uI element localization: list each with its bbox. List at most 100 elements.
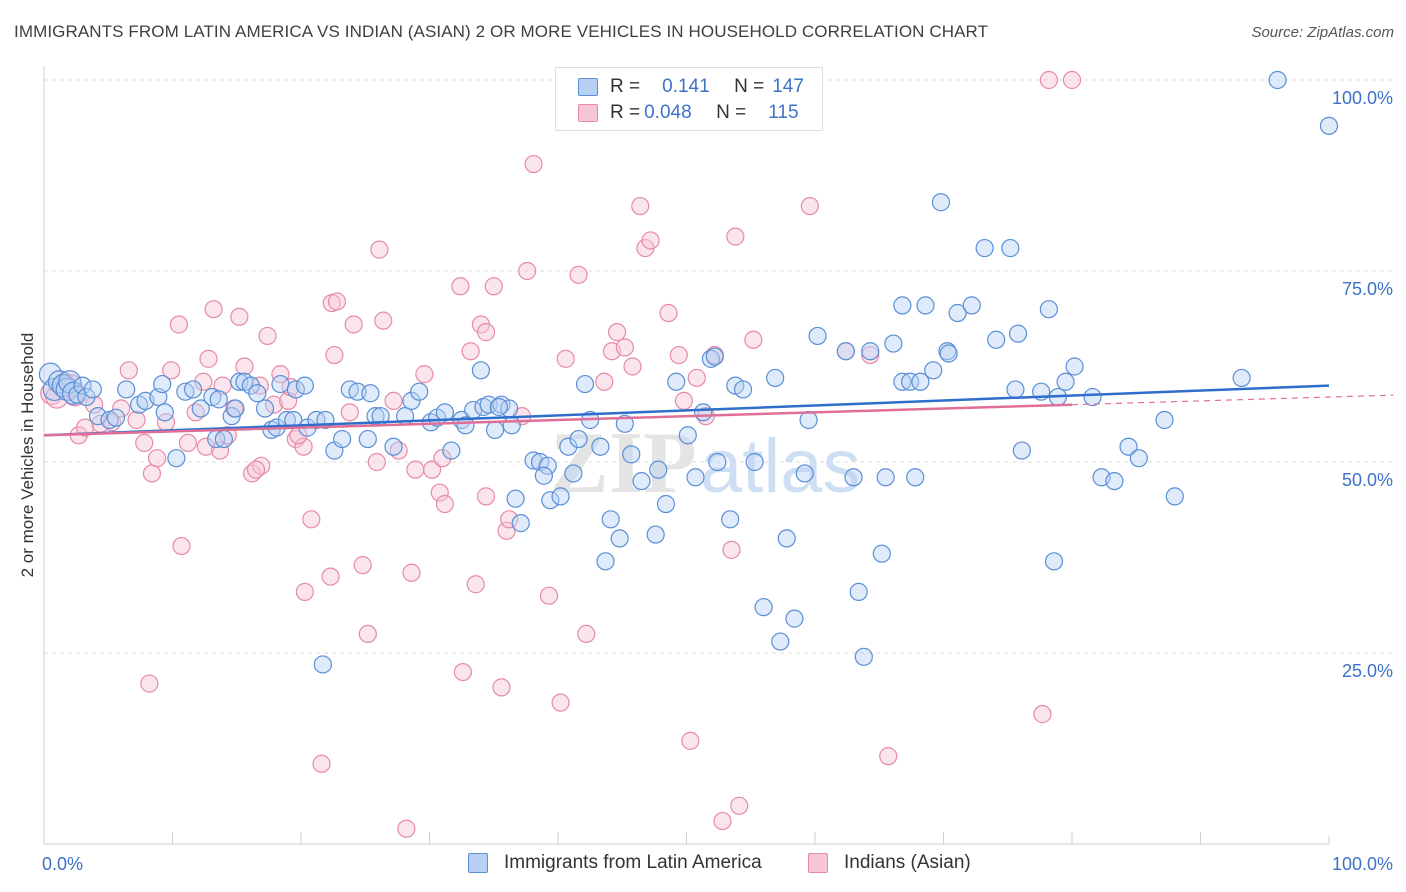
legend-n-value-blue: 147	[772, 76, 804, 97]
data-point-latin-america	[745, 452, 764, 472]
data-point-latin-america	[471, 361, 490, 380]
data-point-indians-asian	[879, 747, 898, 766]
data-point-latin-america	[601, 510, 620, 529]
data-point-latin-america	[77, 387, 96, 407]
legend-r-label: R =	[610, 76, 641, 97]
data-point-latin-america	[506, 489, 525, 508]
correlation-legend: R = 0.141 N = 147 R = 0.048 N = 115	[555, 67, 823, 131]
data-point-latin-america	[358, 429, 377, 449]
data-point-latin-america	[649, 460, 668, 479]
data-point-latin-america	[876, 468, 895, 487]
data-point-indians-asian	[264, 395, 284, 414]
data-point-latin-america	[705, 347, 724, 366]
legend-row-latin-america: R = 0.141 N = 147	[578, 74, 804, 100]
data-point-indians-asian	[294, 437, 313, 456]
data-point-latin-america	[564, 464, 583, 483]
data-point-latin-america	[485, 420, 505, 440]
data-point-indians-asian	[659, 303, 678, 323]
legend-item-latin-america[interactable]: Immigrants from Latin America	[468, 852, 762, 874]
trend-line-indians-asian-extension	[1071, 394, 1394, 406]
y-tick-label: 75.0%	[1342, 279, 1393, 299]
data-point-latin-america	[1039, 300, 1058, 319]
data-point-latin-america	[117, 380, 136, 399]
data-point-latin-america	[1319, 116, 1339, 135]
data-point-indians-asian	[500, 510, 519, 529]
data-point-indians-asian	[1039, 70, 1058, 90]
data-point-latin-america	[1105, 472, 1124, 491]
data-point-latin-america	[361, 384, 380, 403]
legend-swatch-pink	[808, 853, 828, 873]
data-point-latin-america	[785, 609, 804, 628]
legend-item-indians-asian[interactable]: Indians (Asian)	[808, 852, 971, 874]
data-point-latin-america	[410, 382, 429, 401]
data-point-indians-asian	[1033, 705, 1052, 724]
data-point-latin-america	[849, 582, 868, 601]
data-point-indians-asian	[235, 357, 254, 376]
data-point-latin-america	[962, 296, 981, 315]
data-point-indians-asian	[119, 361, 138, 380]
data-point-latin-america	[442, 441, 461, 460]
data-point-latin-america	[975, 238, 994, 258]
data-point-latin-america	[214, 429, 233, 449]
data-point-indians-asian	[210, 441, 230, 460]
data-point-latin-america	[230, 372, 249, 391]
data-point-latin-america	[799, 410, 818, 430]
data-point-latin-america	[939, 344, 958, 363]
data-point-indians-asian	[476, 323, 496, 342]
data-point-indians-asian	[551, 693, 570, 712]
data-point-latin-america	[1129, 449, 1148, 468]
data-point-latin-america	[931, 193, 951, 212]
data-point-indians-asian	[295, 582, 314, 601]
data-point-latin-america	[987, 330, 1006, 349]
data-point-latin-america	[183, 380, 203, 399]
data-point-latin-america	[551, 487, 570, 506]
data-point-latin-america	[402, 391, 421, 410]
chart-title: IMMIGRANTS FROM LATIN AMERICA VS INDIAN …	[14, 22, 989, 41]
data-point-latin-america	[295, 376, 314, 395]
data-point-indians-asian	[344, 315, 363, 334]
data-point-indians-asian	[595, 372, 614, 391]
data-point-indians-asian	[1062, 70, 1082, 90]
data-point-indians-asian	[713, 811, 732, 831]
data-point-indians-asian	[162, 361, 181, 380]
data-point-indians-asian	[111, 399, 131, 418]
data-point-indians-asian	[327, 292, 347, 311]
data-point-latin-america	[313, 655, 332, 674]
data-point-indians-asian	[453, 662, 473, 682]
legend-label-indians-asian: Indians (Asian)	[844, 852, 971, 873]
data-point-latin-america	[900, 372, 920, 391]
data-point-latin-america	[884, 334, 903, 353]
data-point-latin-america	[559, 437, 578, 456]
tick-labels: 25.0% 50.0% 75.0% 100.0% 0.0% 100.0%	[42, 88, 1393, 874]
data-point-indians-asian	[353, 556, 372, 575]
data-point-indians-asian	[172, 536, 191, 556]
source-label: Source: ZipAtlas.com	[1251, 24, 1394, 41]
data-point-indians-asian	[199, 349, 218, 368]
data-point-latin-america	[61, 381, 86, 405]
data-point-indians-asian	[435, 494, 455, 514]
data-point-latin-america	[1165, 487, 1184, 506]
data-point-latin-america	[686, 468, 705, 487]
data-point-latin-america	[1006, 380, 1025, 399]
data-point-latin-america	[632, 472, 651, 491]
data-point-indians-asian	[325, 345, 344, 365]
data-point-indians-asian	[142, 464, 162, 483]
legend-swatch-blue	[468, 853, 488, 873]
data-point-indians-asian	[524, 154, 543, 174]
data-point-latin-america	[191, 399, 210, 418]
data-point-indians-asian	[461, 342, 480, 361]
data-point-latin-america	[872, 544, 891, 563]
axes	[43, 66, 1330, 845]
data-point-indians-asian	[556, 349, 575, 368]
data-point-latin-america	[248, 384, 267, 403]
data-point-indians-asian	[422, 460, 442, 479]
data-point-indians-asian	[577, 624, 596, 644]
trend-line-latin-america	[43, 384, 1330, 437]
data-point-latin-america	[1056, 372, 1075, 391]
data-point-indians-asian	[384, 391, 403, 410]
data-point-latin-america	[524, 451, 543, 470]
data-point-latin-america	[88, 407, 108, 426]
data-point-indians-asian	[196, 437, 216, 456]
data-point-indians-asian	[744, 330, 763, 349]
